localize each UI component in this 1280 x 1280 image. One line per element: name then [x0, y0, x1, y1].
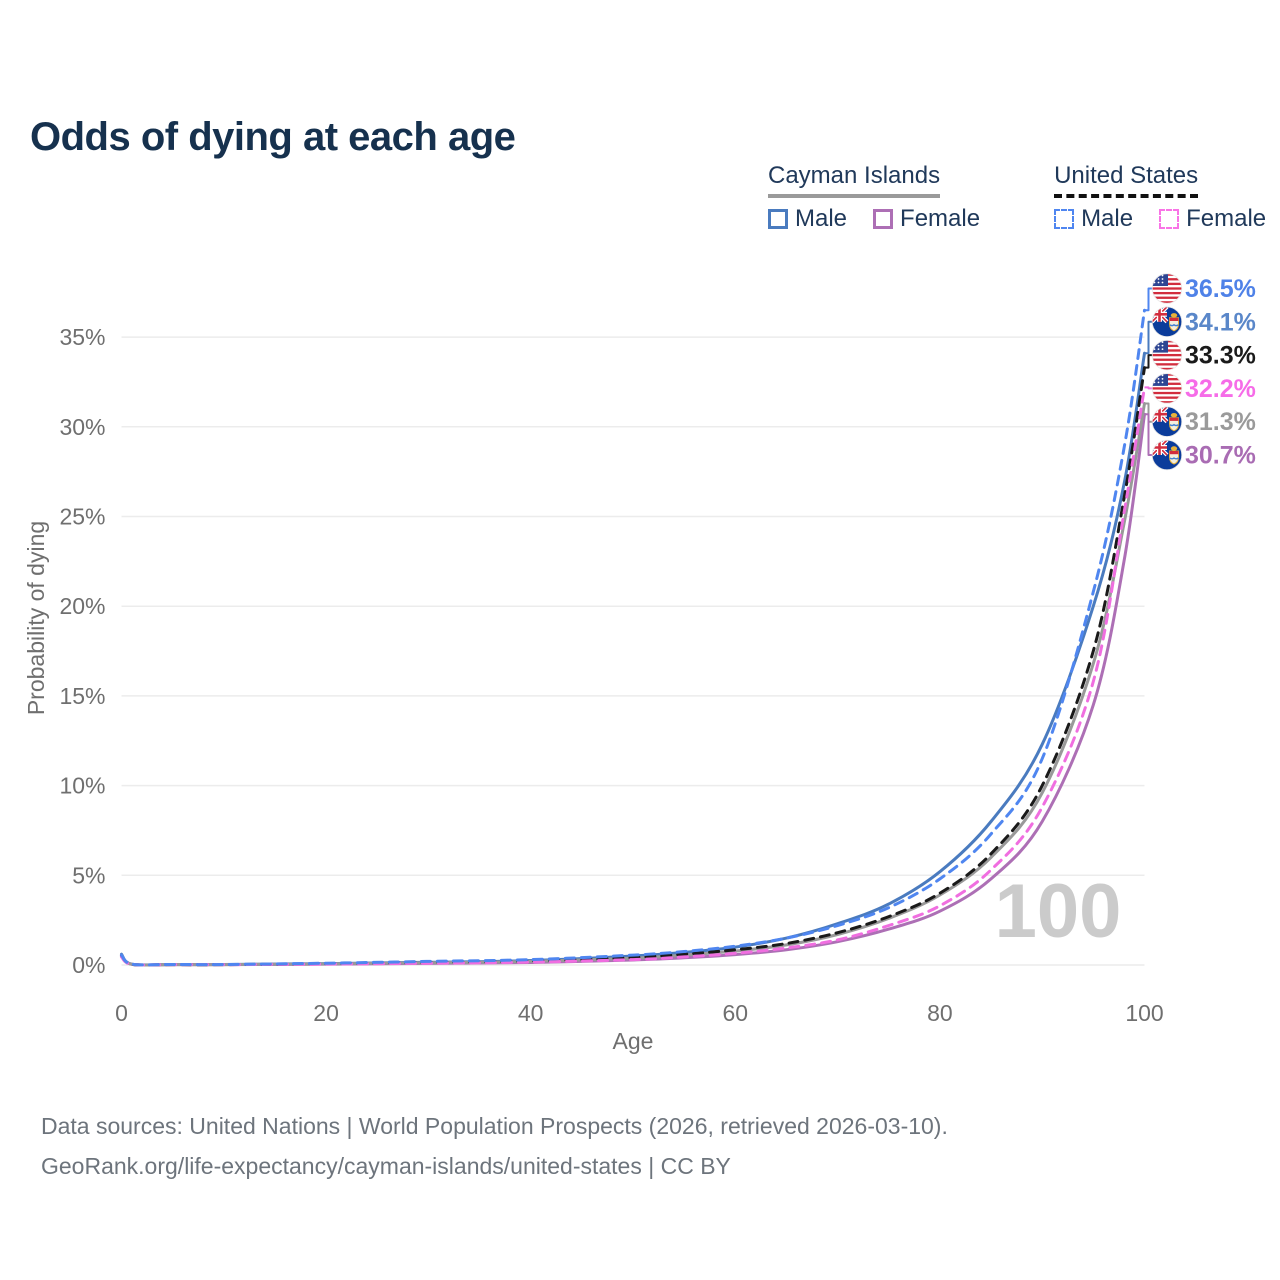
legend-group-united-states: United States Male Female	[1054, 162, 1266, 233]
label-connector	[1144, 287, 1153, 312]
end-value-label: 30.7%	[1185, 442, 1256, 470]
legend-item-label: Female	[1186, 205, 1267, 232]
page-title: Odds of dying at each age	[30, 114, 516, 159]
legend-item-label: Female	[900, 205, 981, 232]
x-tick-label: 40	[518, 1000, 544, 1026]
label-connector	[1144, 402, 1153, 423]
footer: Data sources: United Nations | World Pop…	[41, 1106, 948, 1186]
y-axis-title: Probability of dying	[23, 521, 49, 715]
cayman-female-swatch-icon	[873, 209, 894, 229]
us-flag-icon	[1151, 373, 1183, 404]
legend-item-label: Male	[1081, 205, 1134, 232]
series-line[interactable]	[120, 402, 1146, 967]
x-axis-title: Age	[613, 1028, 654, 1054]
cayman-male-swatch-icon	[768, 209, 788, 229]
x-tick-label: 80	[927, 1000, 953, 1026]
label-connector	[1144, 413, 1153, 456]
x-tick-label: 100	[1125, 1000, 1163, 1026]
y-tick-label: 25%	[59, 504, 105, 530]
legend-item-us-female[interactable]: Female	[1159, 205, 1266, 233]
series-line[interactable]	[120, 412, 1146, 967]
y-tick-label: 5%	[72, 862, 105, 888]
end-value-label: 33.3%	[1185, 342, 1256, 370]
legend-item-us-male[interactable]: Male	[1054, 205, 1133, 233]
label-connector	[1144, 386, 1153, 390]
label-connector	[1144, 320, 1153, 355]
cayman-flag-icon	[1151, 306, 1183, 337]
cayman-flag-icon	[1151, 439, 1183, 471]
us-flag-icon	[1151, 339, 1183, 371]
end-value-label: 32.2%	[1185, 375, 1256, 403]
legend-header-cayman-islands: Cayman Islands	[768, 162, 941, 198]
series-line[interactable]	[120, 308, 1146, 967]
y-tick-label: 10%	[59, 773, 105, 799]
us-flag-icon	[1151, 273, 1183, 304]
x-tick-label: 20	[313, 1000, 339, 1026]
age-counter-watermark: 100	[995, 869, 1122, 954]
attribution-line: GeoRank.org/life-expectancy/cayman-islan…	[41, 1153, 731, 1179]
legend-header-united-states: United States	[1054, 162, 1199, 198]
data-sources-line: Data sources: United Nations | World Pop…	[41, 1113, 948, 1139]
end-value-label: 36.5%	[1185, 275, 1256, 303]
x-tick-label: 0	[115, 1000, 128, 1026]
us-male-swatch-icon	[1054, 209, 1075, 229]
cayman-flag-icon	[1151, 406, 1183, 437]
legend-group-cayman-islands: Cayman Islands Male Female	[768, 162, 980, 233]
y-tick-label: 15%	[59, 683, 105, 709]
legend-item-label: Male	[795, 205, 848, 232]
us-female-swatch-icon	[1159, 209, 1180, 229]
y-tick-label: 30%	[59, 414, 105, 440]
end-value-label: 31.3%	[1185, 408, 1256, 436]
x-tick-label: 60	[723, 1000, 749, 1026]
series-line[interactable]	[120, 351, 1146, 967]
y-tick-label: 0%	[72, 952, 105, 978]
legend-item-cayman-female[interactable]: Female	[873, 205, 980, 233]
end-value-label: 34.1%	[1185, 308, 1256, 336]
legend: Cayman Islands Male Female United States…	[768, 162, 1266, 233]
legend-item-cayman-male[interactable]: Male	[768, 205, 847, 233]
y-tick-label: 35%	[59, 324, 105, 350]
y-tick-label: 20%	[59, 593, 105, 619]
label-connector	[1144, 354, 1153, 369]
